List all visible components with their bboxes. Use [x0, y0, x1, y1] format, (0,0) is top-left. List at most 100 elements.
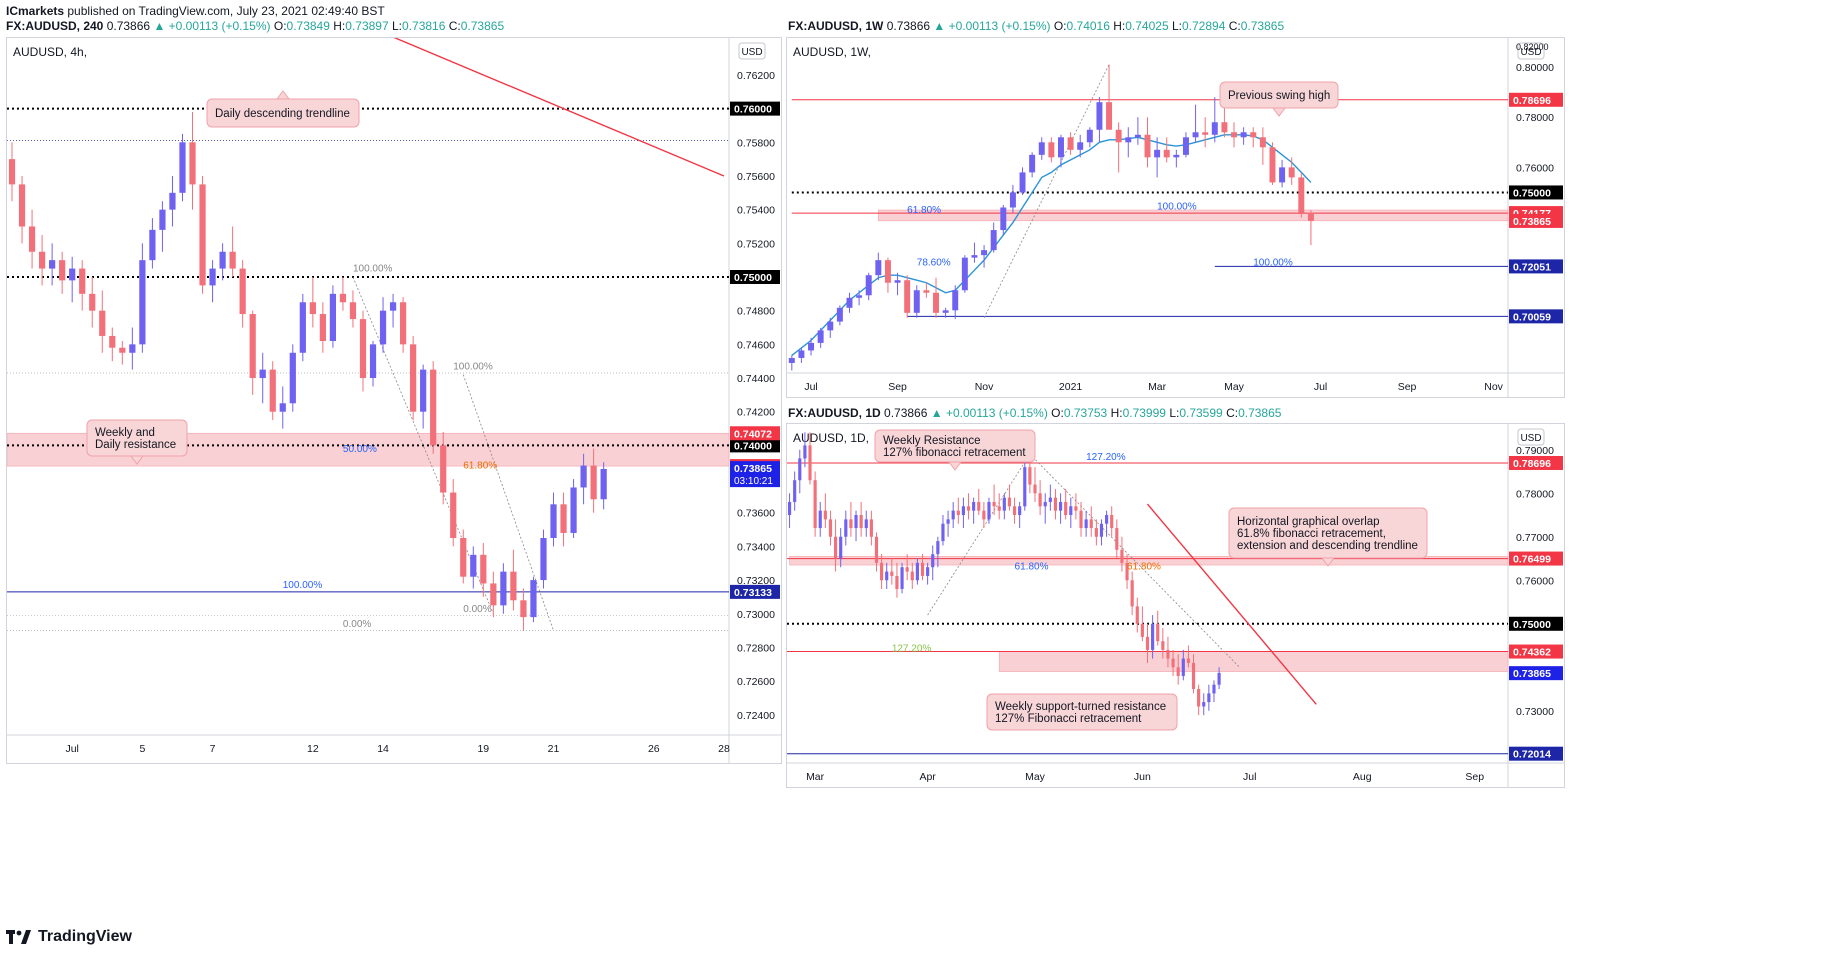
h4-candle-body: [430, 369, 437, 446]
h4-fib-line-0: [352, 276, 494, 614]
h4-open-label: O:: [273, 19, 287, 33]
d1-candle: [859, 501, 863, 537]
h4-candle-body: [450, 492, 457, 538]
w1-chart-panel[interactable]: AUDUSD, 1W, USD 61.80% 100.00% 78.60% 100.00%…: [786, 37, 1565, 398]
d1-callout-text: 61.8% fibonacci retracement,: [1237, 528, 1386, 540]
w1-candle-body: [1279, 167, 1286, 183]
d1-candle-body: [1038, 493, 1042, 507]
d1-close: 0.73865: [1238, 406, 1282, 420]
d1-x-tick-label: Jul: [1243, 771, 1256, 783]
w1-candle: [1096, 97, 1103, 143]
w1-candle-body: [1269, 147, 1276, 183]
h4-candle-body: [119, 347, 126, 353]
d1-chart-panel[interactable]: AUDUSD, 1D, USD 127.20% 61.80% 61.80% 127.20%…: [786, 423, 1565, 788]
w1-candle-body: [1038, 142, 1045, 155]
d1-candle-body: [997, 506, 1001, 511]
d1-candle: [1125, 554, 1129, 589]
h4-x-tick-label: Jul: [65, 743, 78, 755]
d1-candle: [1069, 497, 1073, 529]
w1-candle: [1048, 137, 1055, 163]
h4-candle: [460, 529, 467, 584]
h4-fib-label-2: 50.00%: [343, 444, 377, 455]
d1-callout-text: Weekly support-turned resistance: [995, 701, 1166, 713]
h4-y-tick-label: 0.72800: [737, 642, 775, 654]
d1-fib-label-2: 61.80%: [1127, 562, 1161, 573]
w1-candle: [1038, 137, 1045, 160]
h4-candle: [580, 453, 587, 505]
h4-y-tick-label: 0.74400: [737, 373, 775, 385]
d1-candle-body: [961, 506, 966, 516]
d1-symbol: FX:AUDUSD, 1D: [788, 406, 881, 420]
h4-currency-badge: [738, 42, 766, 60]
d1-candle-body: [1105, 515, 1109, 524]
h4-candle-body: [269, 369, 276, 412]
h4-candle: [550, 492, 557, 547]
w1-candle-body: [1288, 167, 1295, 178]
w1-candle-body: [1115, 129, 1122, 143]
h4-candle: [279, 386, 286, 429]
h4-fib-label-5: 0.00%: [463, 604, 491, 615]
h4-candle: [69, 256, 76, 303]
d1-candle-body: [905, 567, 909, 572]
d1-candle: [951, 501, 955, 529]
w1-x-tick-label: Sep: [1398, 381, 1417, 393]
d1-trendline-0: [1146, 503, 1317, 705]
d1-candle-body: [900, 567, 904, 589]
h4-candle-body: [339, 293, 347, 303]
w1-candle-body: [1240, 132, 1247, 138]
d1-change: ▲ +0.00113 (+0.15%): [930, 406, 1048, 420]
h4-y-tick-label: 0.74800: [737, 306, 775, 318]
h4-candle-body: [420, 369, 427, 412]
h4-candle-body: [109, 335, 116, 348]
d1-candle-body: [1217, 672, 1221, 685]
d1-candle: [1110, 506, 1114, 537]
d1-candle: [1130, 571, 1134, 616]
h4-chart-svg: AUDUSD, 4h, USD100.00%100.00%50.00%61.80%…: [7, 38, 781, 763]
h4-y-tick-label: 0.73400: [737, 541, 775, 553]
d1-candle: [890, 558, 894, 585]
w1-callout-pointer: [1272, 107, 1286, 117]
w1-candle: [1211, 97, 1218, 143]
d1-candle-body: [1018, 506, 1022, 516]
w1-price-tag-label-1: 0.75000: [1513, 187, 1551, 199]
d1-candle: [1212, 680, 1216, 703]
h4-candle: [109, 327, 116, 362]
d1-callout-text: 127% Fibonacci retracement: [995, 713, 1142, 725]
d1-candle-body: [1007, 497, 1012, 507]
w1-candle-body: [884, 260, 891, 283]
publisher-name[interactable]: ICmarkets: [6, 4, 65, 18]
w1-candle: [933, 277, 939, 318]
d1-candle: [869, 510, 873, 546]
w1-low-label: L:: [1171, 19, 1182, 33]
w1-candle-body: [1096, 102, 1103, 130]
h4-price-tag-bg-4: [730, 438, 780, 453]
h4-candle: [269, 361, 276, 421]
d1-candle: [1140, 606, 1144, 642]
h4-candle-body: [99, 310, 106, 336]
h4-countdown-label: 03:10:21: [734, 476, 773, 487]
h4-zone-tag-label-0: 0.74072: [734, 428, 772, 440]
w1-candle: [1307, 210, 1314, 246]
d1-candle-body: [849, 519, 853, 529]
h4-chart-panel[interactable]: AUDUSD, 4h, USD 100.00% 100.00% 50.00% 61.80%…: [6, 37, 782, 764]
publish-header: ICmarkets published on TradingView.com, …: [6, 4, 385, 18]
d1-candle-body: [1012, 506, 1017, 516]
w1-candle: [952, 285, 959, 320]
w1-candle-body: [1029, 154, 1036, 173]
tradingview-footer[interactable]: TradingView: [6, 928, 132, 946]
w1-close: 0.73865: [1240, 19, 1285, 33]
d1-candle: [880, 554, 884, 589]
w1-resistance-zone-0: [878, 209, 1509, 222]
h4-candle: [540, 529, 547, 589]
h4-candle: [319, 302, 326, 353]
h4-candle: [179, 133, 186, 202]
d1-candle: [1012, 497, 1017, 524]
d1-callout-pointer: [1321, 557, 1335, 567]
d1-candle-body: [895, 575, 899, 589]
w1-price-tag-bg-1: [1509, 185, 1563, 200]
d1-candle-body: [1151, 623, 1155, 650]
w1-candle-body: [1259, 137, 1266, 148]
d1-candle: [839, 528, 843, 568]
w1-candle: [1163, 137, 1170, 163]
h4-candle: [590, 448, 597, 513]
